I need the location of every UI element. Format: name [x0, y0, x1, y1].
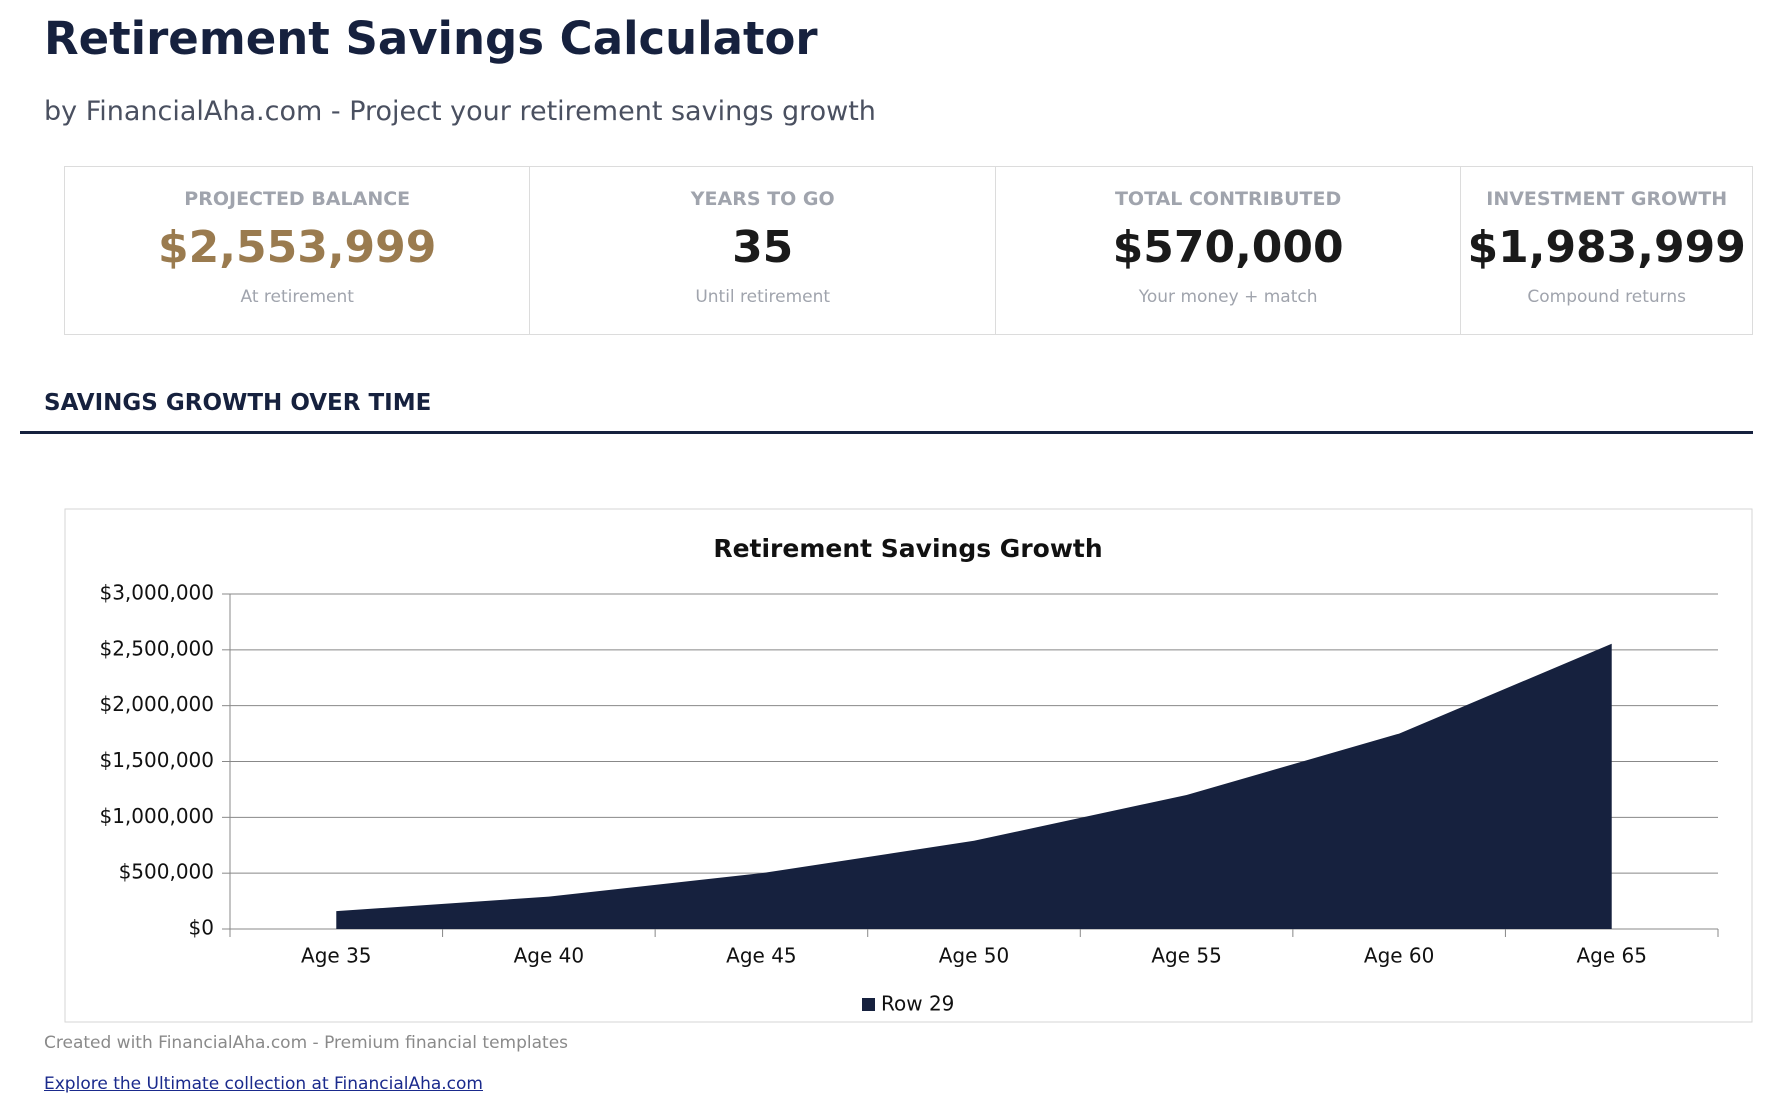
metric-card: PROJECTED BALANCE $2,553,999 At retirement [65, 167, 531, 334]
chart: Retirement Savings Growth $0 $500,000 $1,0… [64, 508, 1753, 1023]
metric-value: $2,553,999 [158, 222, 437, 273]
legend-swatch [862, 998, 875, 1011]
x-tick-label: Age 50 [939, 944, 1010, 968]
x-tick-label: Age 45 [726, 944, 797, 968]
x-tick-label: Age 60 [1364, 944, 1435, 968]
metric-card: INVESTMENT GROWTH $1,983,999 Compound retu… [1461, 167, 1752, 334]
metric-note: Compound returns [1527, 287, 1686, 307]
x-tick-label: Age 55 [1151, 944, 1222, 968]
metric-label: PROJECTED BALANCE [184, 188, 411, 210]
footer-link[interactable]: Explore the Ultimate collection at Finan… [44, 1074, 483, 1094]
section-rule [20, 431, 1753, 434]
x-tick-label: Age 35 [301, 944, 372, 968]
metric-label: YEARS TO GO [690, 188, 835, 210]
page-subtitle: by FinancialAha.com - Project your retir… [44, 96, 876, 127]
metric-note: At retirement [240, 287, 354, 307]
y-tick-label: $0 [189, 916, 214, 940]
footer-credit: Created with FinancialAha.com - Premium … [44, 1033, 569, 1053]
y-tick-label: $1,500,000 [99, 748, 214, 772]
metric-note: Your money + match [1138, 287, 1318, 307]
y-tick-label: $2,000,000 [99, 692, 214, 716]
legend-label: Row 29 [881, 992, 954, 1016]
y-tick-label: $1,000,000 [99, 804, 214, 828]
metric-label: INVESTMENT GROWTH [1486, 188, 1728, 210]
metric-cards: PROJECTED BALANCE $2,553,999 At retirement… [64, 166, 1753, 335]
metric-value: $1,983,999 [1467, 222, 1746, 273]
metric-value: $570,000 [1112, 222, 1344, 273]
y-tick-label: $2,500,000 [99, 636, 214, 660]
metric-label: TOTAL CONTRIBUTED [1114, 188, 1342, 210]
metric-value: 35 [732, 222, 794, 273]
chart-title: Retirement Savings Growth [713, 534, 1102, 563]
area [336, 643, 1612, 929]
metric-note: Until retirement [695, 287, 831, 307]
y-tick-label: $3,000,000 [99, 581, 214, 605]
metric-card: TOTAL CONTRIBUTED $570,000 Your money + ma… [996, 167, 1462, 334]
section-title: SAVINGS GROWTH OVER TIME [44, 390, 432, 416]
x-tick-label: Age 65 [1576, 944, 1647, 968]
metric-card: YEARS TO GO 35 Until retirement [530, 167, 996, 334]
page-title: Retirement Savings Calculator [44, 12, 818, 65]
x-tick-label: Age 40 [514, 944, 585, 968]
y-tick-label: $500,000 [119, 860, 214, 884]
